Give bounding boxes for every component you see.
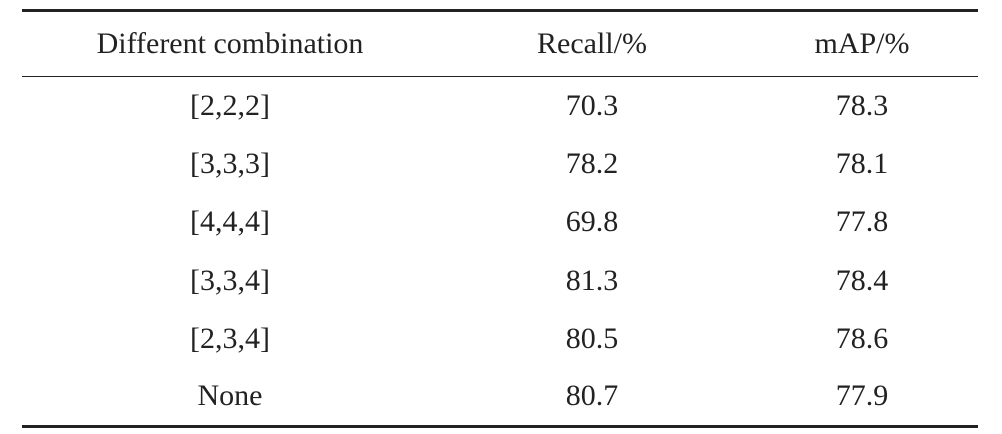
results-table: Different combination Recall/% mAP/% [2,2,… xyxy=(22,9,978,428)
table-cell: 80.5 xyxy=(565,321,619,355)
header-cell: mAP/% xyxy=(814,27,910,60)
table-header: Different combination Recall/% mAP/% xyxy=(22,10,978,77)
table-cell: 78.1 xyxy=(835,146,889,180)
table-cell: [4,4,4] xyxy=(190,205,270,239)
table-cell: 80.7 xyxy=(565,379,619,413)
table-cell: 77.9 xyxy=(835,379,889,413)
header-cell: Different combination xyxy=(96,27,364,60)
table-row: None 80.7 77.9 xyxy=(22,368,978,426)
table-cell: 69.8 xyxy=(565,205,619,239)
table-cell: 78.4 xyxy=(835,263,889,297)
header-cell: Recall/% xyxy=(537,27,647,60)
table-cell: 77.8 xyxy=(835,205,889,239)
table-cell: 78.3 xyxy=(835,88,889,122)
table-row: [3,3,4] 81.3 78.4 xyxy=(22,251,978,309)
table-row: [4,4,4] 69.8 77.8 xyxy=(22,193,978,251)
table-row: [2,3,4] 80.5 78.6 xyxy=(22,310,978,368)
table-cell: [2,2,2] xyxy=(190,88,270,122)
table-cell: 70.3 xyxy=(565,88,619,122)
table-cell: [3,3,3] xyxy=(190,146,270,180)
table-cell: [3,3,4] xyxy=(190,263,270,297)
table-body: [2,2,2] 70.3 78.3 [3,3,3] 78.2 78.1 [4,4,4] 69.… xyxy=(22,77,978,427)
header-row: Different combination Recall/% mAP/% xyxy=(22,11,978,77)
table-row: [2,2,2] 70.3 78.3 xyxy=(22,77,978,135)
table-cell: [2,3,4] xyxy=(190,321,270,355)
table-cell: None xyxy=(197,379,263,413)
table-cell: 78.2 xyxy=(565,146,619,180)
table-row: [3,3,3] 78.2 78.1 xyxy=(22,135,978,193)
table-cell: 81.3 xyxy=(565,263,619,297)
table-cell: 78.6 xyxy=(835,321,889,355)
